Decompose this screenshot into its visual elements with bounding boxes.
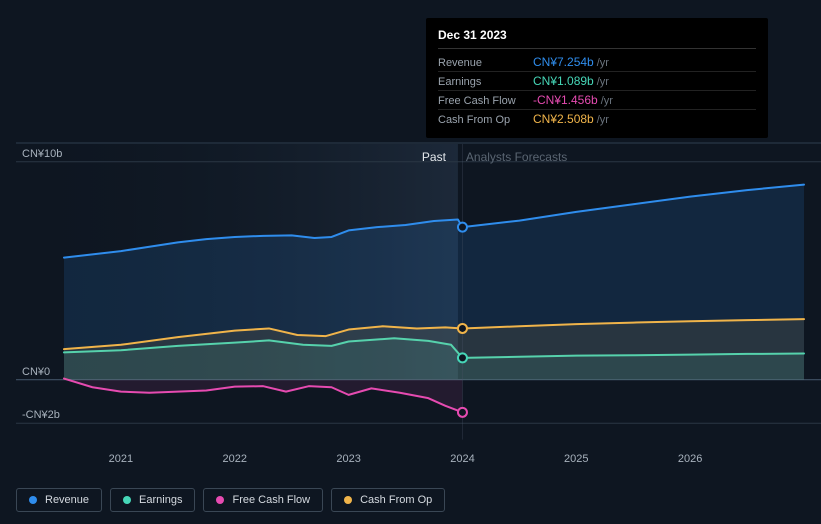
legend-label: Free Cash Flow (232, 494, 310, 506)
legend-dot-icon (29, 496, 37, 504)
chart-legend: Revenue Earnings Free Cash Flow Cash From O… (16, 488, 445, 512)
tooltip-metric-value: CN¥2.508b (533, 112, 594, 126)
legend-item-cashop[interactable]: Cash From Op (331, 488, 445, 512)
legend-label: Earnings (139, 494, 182, 506)
tooltip-row: RevenueCN¥7.254b/yr (438, 53, 756, 72)
tooltip-row: EarningsCN¥1.089b/yr (438, 72, 756, 91)
legend-item-earnings[interactable]: Earnings (110, 488, 195, 512)
tooltip-metric-unit: /yr (597, 76, 609, 88)
x-tick-label: 2021 (109, 453, 133, 465)
tooltip-metric-label: Revenue (438, 57, 533, 69)
tooltip-row: Free Cash Flow-CN¥1.456b/yr (438, 91, 756, 110)
x-tick-label: 2024 (450, 453, 474, 465)
tooltip-metric-value: -CN¥1.456b (533, 93, 598, 107)
x-tick-label: 2026 (678, 453, 702, 465)
legend-label: Cash From Op (360, 494, 432, 506)
y-tick-label: -CN¥2b (22, 409, 60, 421)
x-tick-label: 2022 (223, 453, 247, 465)
legend-dot-icon (344, 496, 352, 504)
tooltip-metric-unit: /yr (597, 57, 609, 69)
tooltip-date: Dec 31 2023 (438, 28, 756, 49)
x-tick-label: 2023 (336, 453, 360, 465)
tooltip-metric-label: Free Cash Flow (438, 95, 533, 107)
legend-dot-icon (123, 496, 131, 504)
chart-tooltip: Dec 31 2023 RevenueCN¥7.254b/yrEarningsC… (426, 18, 768, 138)
tooltip-metric-value: CN¥1.089b (533, 74, 594, 88)
legend-item-fcf[interactable]: Free Cash Flow (203, 488, 323, 512)
tooltip-metric-value: CN¥7.254b (533, 55, 594, 69)
x-tick-label: 2025 (564, 453, 588, 465)
y-tick-label: CN¥10b (22, 148, 62, 160)
legend-dot-icon (216, 496, 224, 504)
tooltip-row: Cash From OpCN¥2.508b/yr (438, 110, 756, 128)
legend-item-revenue[interactable]: Revenue (16, 488, 102, 512)
legend-label: Revenue (45, 494, 89, 506)
tooltip-metric-unit: /yr (601, 95, 613, 107)
tooltip-metric-label: Earnings (438, 76, 533, 88)
y-tick-label: CN¥0 (22, 366, 50, 378)
forecast-section-label: Analysts Forecasts (466, 150, 567, 164)
tooltip-metric-unit: /yr (597, 114, 609, 126)
tooltip-metric-label: Cash From Op (438, 114, 533, 126)
